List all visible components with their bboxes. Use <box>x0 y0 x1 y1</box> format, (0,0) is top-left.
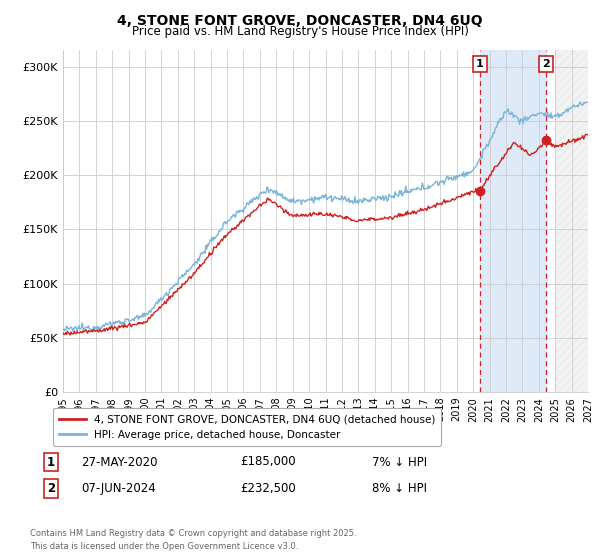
Bar <box>555 50 588 392</box>
Text: 8% ↓ HPI: 8% ↓ HPI <box>372 482 427 495</box>
Text: 2: 2 <box>47 482 55 495</box>
Text: 07-JUN-2024: 07-JUN-2024 <box>81 482 156 495</box>
Text: 1: 1 <box>47 455 55 469</box>
Text: 27-MAY-2020: 27-MAY-2020 <box>81 455 157 469</box>
Text: 1: 1 <box>476 59 484 69</box>
Text: £232,500: £232,500 <box>240 482 296 495</box>
Text: 4, STONE FONT GROVE, DONCASTER, DN4 6UQ: 4, STONE FONT GROVE, DONCASTER, DN4 6UQ <box>117 14 483 28</box>
Legend: 4, STONE FONT GROVE, DONCASTER, DN4 6UQ (detached house), HPI: Average price, de: 4, STONE FONT GROVE, DONCASTER, DN4 6UQ … <box>53 408 442 446</box>
Text: 7% ↓ HPI: 7% ↓ HPI <box>372 455 427 469</box>
Text: Price paid vs. HM Land Registry's House Price Index (HPI): Price paid vs. HM Land Registry's House … <box>131 25 469 38</box>
Text: 2: 2 <box>542 59 550 69</box>
Text: £185,000: £185,000 <box>240 455 296 469</box>
Text: Contains HM Land Registry data © Crown copyright and database right 2025.
This d: Contains HM Land Registry data © Crown c… <box>30 529 356 550</box>
Bar <box>480 50 546 392</box>
